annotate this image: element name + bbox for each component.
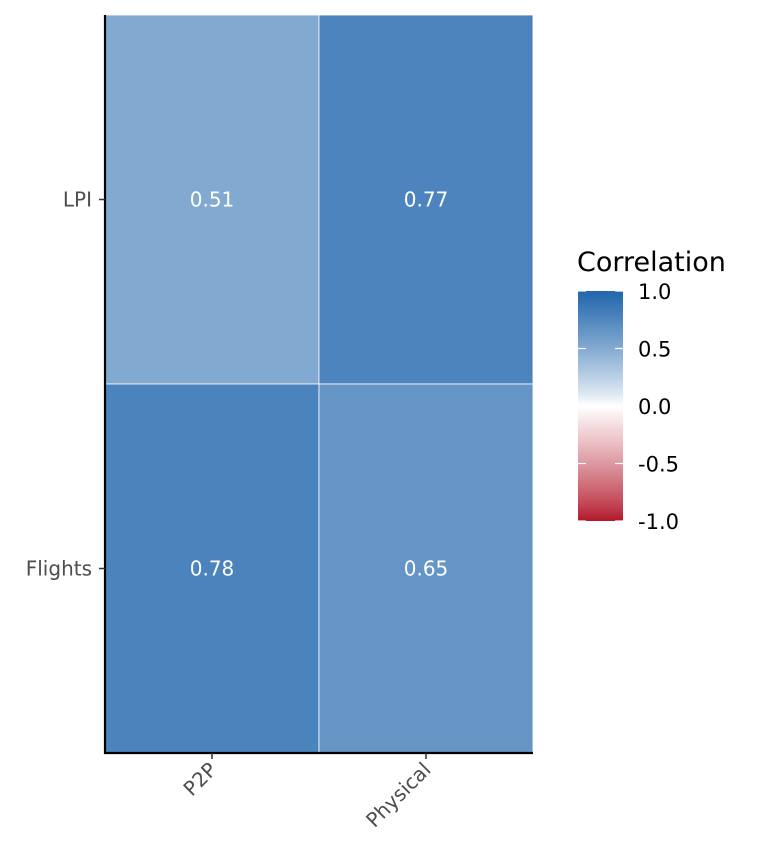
legend-break-label: 0.5 xyxy=(638,338,671,362)
heatmap-cells xyxy=(104,14,534,754)
legend-title: Correlation xyxy=(577,247,726,278)
cell-value-label: 0.77 xyxy=(404,188,449,212)
x-tick-label: Physical xyxy=(361,758,436,833)
y-tick-label: LPI xyxy=(63,188,92,212)
heatmap-cell xyxy=(104,383,320,754)
y-tick-label: Flights xyxy=(26,557,92,581)
x-tick-label: P2P xyxy=(179,758,222,801)
cell-value-label: 0.65 xyxy=(404,557,449,581)
legend-break-label: -0.5 xyxy=(638,453,679,477)
heatmap-value-labels: 0.51 0.77 0.78 0.65 xyxy=(190,188,449,581)
heatmap-cell xyxy=(318,14,534,385)
heatmap-cell xyxy=(104,14,320,385)
cell-value-label: 0.51 xyxy=(190,188,235,212)
legend-break-label: 0.0 xyxy=(638,395,671,419)
legend-break-label: 1.0 xyxy=(638,280,671,304)
legend-break-label: -1.0 xyxy=(638,510,679,534)
cell-value-label: 0.78 xyxy=(190,557,235,581)
heatmap-cell xyxy=(318,383,534,754)
